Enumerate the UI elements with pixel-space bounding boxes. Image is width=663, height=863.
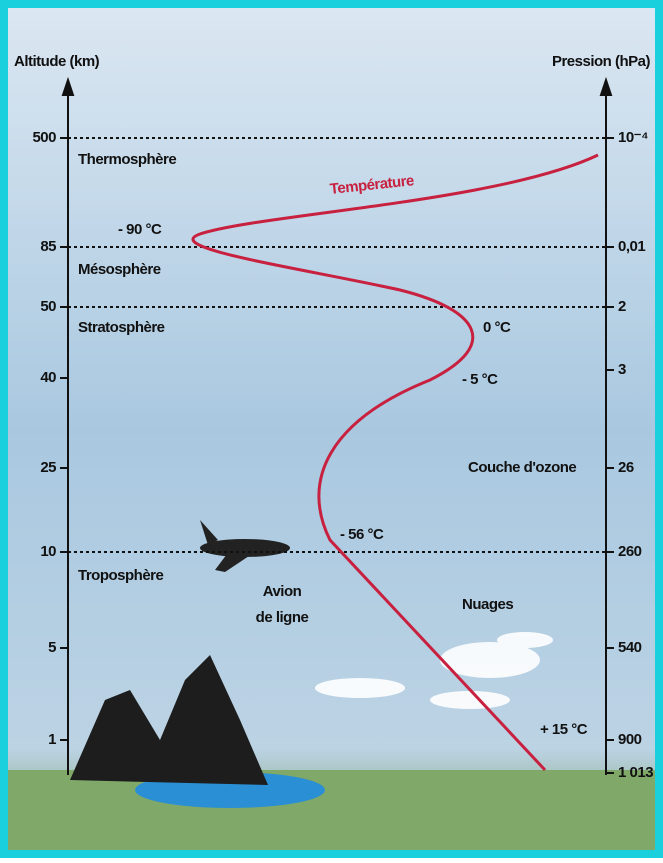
axis-title: Pression (hPa) [552, 53, 651, 70]
left-tick-label: 25 [40, 459, 56, 476]
left-tick-label: 85 [40, 238, 56, 255]
right-tick-label: 0,01 [618, 238, 645, 255]
right-tick-label: 3 [618, 361, 626, 378]
clouds [315, 632, 553, 709]
temperature: - 5 °C [462, 371, 498, 388]
temperature: + 15 °C [540, 721, 588, 738]
ground [8, 770, 655, 850]
clouds-label: Nuages [462, 596, 513, 613]
left-tick-label: 50 [40, 298, 56, 315]
temperature: - 90 °C [118, 221, 162, 238]
right-tick-label: 540 [618, 639, 642, 656]
plane-label: de ligne [256, 609, 309, 626]
left-tick-label: 40 [40, 369, 56, 386]
right-tick-label: 26 [618, 459, 634, 476]
right-tick-label: 2 [618, 298, 626, 315]
left-tick-label: 10 [40, 543, 56, 560]
left-tick-label: 5 [48, 639, 56, 656]
layer-label: Mésosphère [78, 261, 161, 278]
temperature-curve [191, 153, 599, 772]
left-tick-label: 1 [48, 731, 56, 748]
temperature: - 56 °C [340, 526, 384, 543]
temperature: 0 °C [483, 319, 511, 336]
right-tick-label: 1 013 [618, 764, 653, 781]
layer-label: Troposphère [78, 567, 164, 584]
right-tick-label: 10⁻⁴ [618, 129, 648, 146]
mountains [70, 655, 268, 785]
axes [61, 76, 613, 775]
left-tick-label: 500 [32, 129, 56, 146]
axis-title: Altitude (km) [14, 53, 100, 70]
layer-label: Stratosphère [78, 319, 165, 336]
plane-label: Avion [263, 583, 302, 600]
right-tick-label: 260 [618, 543, 642, 560]
right-tick-label: 900 [618, 731, 642, 748]
layer-label: Thermosphère [78, 151, 176, 168]
ozone-label: Couche d'ozone [468, 459, 576, 476]
